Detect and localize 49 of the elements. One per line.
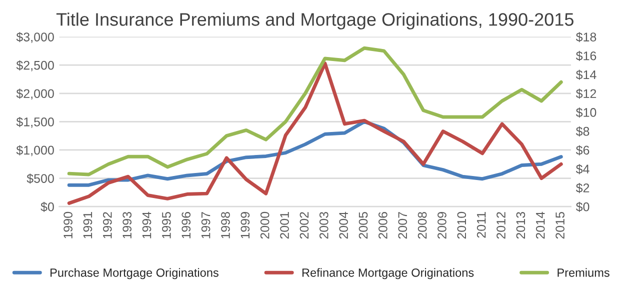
y-tick-label: $2,000: [16, 88, 54, 100]
x-tick-label: 2014: [536, 212, 545, 239]
x-tick-label: 1994: [142, 212, 152, 238]
x-tick-label: 2011: [476, 212, 486, 238]
legend-label: Refinance Mortgage Originations: [302, 268, 474, 280]
x-tick-label: 2013: [516, 212, 526, 239]
x-tick-label: 2003: [319, 212, 328, 239]
legend-label: Premiums: [558, 268, 610, 277]
line-series: [67, 62, 563, 205]
x-tick-label: 1992: [102, 212, 112, 238]
x-tick-label: 1997: [201, 212, 210, 238]
y2-tick-label: $6: [576, 145, 590, 156]
x-tick-label: 2012: [496, 212, 506, 239]
y-tick-label: $0: [40, 202, 54, 212]
x-tick-label: 2008: [418, 212, 427, 239]
chart-title: Title Insurance Premiums and Mortgage Originations, 1990-2015: [56, 12, 574, 30]
x-tick-label: 2005: [358, 212, 368, 239]
x-tick-label: 1999: [240, 212, 250, 238]
y-tick-label: $1,500: [16, 116, 54, 128]
x-tick-label: 2002: [300, 212, 309, 239]
y2-tick-label: $4: [576, 164, 590, 174]
x-tick-label: 2001: [280, 212, 289, 239]
x-tick-label: 1996: [182, 212, 191, 238]
x-tick-label: 2004: [339, 212, 348, 239]
y2-tick-label: $0: [576, 202, 590, 212]
y2-tick-label: $16: [576, 50, 596, 62]
x-tick-label: 1990: [64, 212, 72, 238]
x-tick-label: 2006: [378, 212, 388, 239]
x-tick-label: 1993: [122, 212, 132, 238]
y2-tick-label: $10: [576, 108, 596, 118]
y2-tick-label: $2: [576, 183, 590, 194]
y2-tick-label: $18: [576, 32, 596, 42]
y-tick-label: $1,000: [16, 145, 54, 156]
x-tick-label: 1991: [83, 212, 92, 238]
y-tick-label: $2,500: [16, 60, 54, 72]
x-tick-label: 2015: [556, 212, 564, 239]
x-tick-label: 1998: [221, 212, 230, 238]
x-tick-label: 2007: [398, 212, 408, 239]
x-tick-label: 2000: [260, 212, 270, 239]
y-tick-label: $3,000: [16, 32, 54, 43]
y2-tick-label: $8: [576, 126, 590, 137]
y2-tick-label: $14: [576, 70, 596, 80]
x-tick-label: 1995: [162, 212, 171, 238]
y-tick-label: $500: [26, 174, 54, 184]
line-series: [67, 46, 563, 176]
x-tick-label: 2009: [438, 212, 446, 239]
y2-tick-label: $12: [576, 88, 596, 99]
legend-label: Purchase Mortgage Originations: [50, 268, 218, 280]
x-tick-label: 2010: [457, 212, 466, 239]
